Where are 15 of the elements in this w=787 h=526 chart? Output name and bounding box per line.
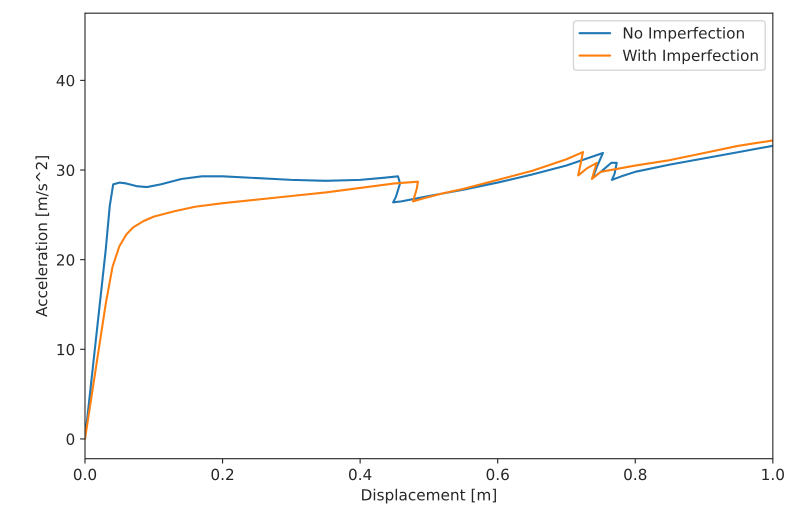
y-tick-label: 40 (56, 74, 74, 86)
x-tick-label: 0.4 (348, 468, 372, 480)
x-axis-title: Displacement [m] (362, 488, 496, 504)
y-axis-title: Acceleration [m/s^2] (35, 156, 50, 317)
x-tick-label: 0.2 (211, 468, 234, 480)
legend-label: No Imperfection (624, 26, 744, 42)
legend-label: With Imperfection (622, 49, 758, 64)
y-tick-label: 10 (58, 344, 74, 356)
x-tick-label: 1.0 (762, 468, 784, 480)
x-tick-label: 0.0 (74, 468, 96, 480)
y-tick-label: 20 (56, 254, 74, 266)
x-tick-label: 0.6 (486, 468, 509, 480)
y-tick-label: 0 (66, 433, 74, 445)
y-tick-label: 30 (57, 164, 74, 176)
x-tick-label: 0.8 (624, 468, 646, 480)
